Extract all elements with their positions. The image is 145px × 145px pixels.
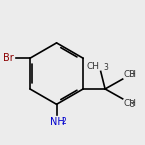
- Text: 3: 3: [129, 70, 134, 79]
- Text: 3: 3: [103, 63, 108, 72]
- Text: CH: CH: [87, 62, 100, 71]
- Text: CH: CH: [123, 99, 136, 108]
- Text: NH: NH: [50, 117, 65, 127]
- Text: 2: 2: [62, 117, 67, 126]
- Text: 3: 3: [129, 100, 134, 109]
- Text: Br: Br: [3, 53, 14, 63]
- Text: CH: CH: [123, 70, 136, 79]
